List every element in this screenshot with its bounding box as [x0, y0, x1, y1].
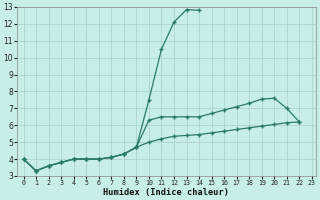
X-axis label: Humidex (Indice chaleur): Humidex (Indice chaleur) [103, 188, 229, 197]
